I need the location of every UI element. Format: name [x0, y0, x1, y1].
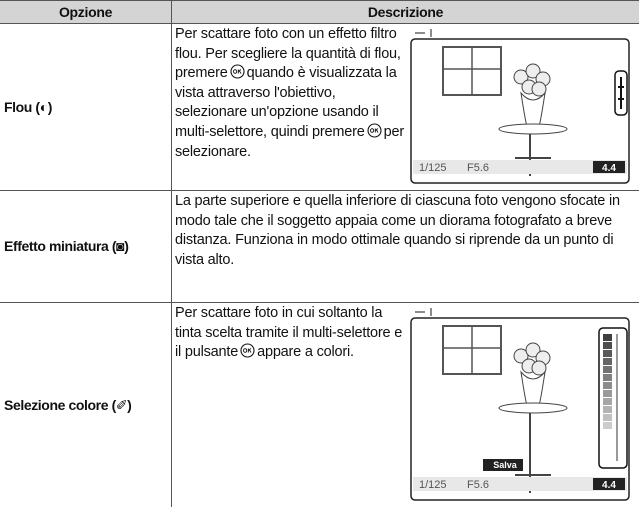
header-option: Opzione [0, 0, 171, 23]
shutter: 1/125 [419, 479, 447, 491]
hue-step [603, 390, 612, 397]
description-text: per selezionare. [175, 123, 404, 160]
description: La parte superiore e quella inferiore di… [175, 192, 633, 270]
status-bar [413, 160, 627, 174]
window-panes [443, 326, 501, 374]
table-top [498, 123, 568, 135]
flower [513, 69, 529, 85]
flower [513, 348, 529, 364]
ok-icon [230, 64, 245, 79]
screen-illustration: 1/125 F5.6 4.4 Salva [410, 308, 630, 501]
header-description: Descrizione [172, 0, 639, 23]
description-text: Per scattare foto con un effetto filtro … [175, 26, 401, 82]
remaining: 4.4 [602, 480, 616, 491]
row-border [0, 190, 639, 191]
hue-step [603, 350, 612, 357]
aperture: F5.6 [467, 479, 489, 491]
remaining-box [593, 161, 625, 173]
ok-ring [240, 343, 255, 358]
row-border [0, 0, 639, 1]
option-label: Flou (◐) [4, 98, 53, 115]
button-box [483, 459, 523, 471]
hue-step [603, 398, 612, 405]
hue-step [603, 414, 612, 421]
screen-frame [410, 38, 630, 184]
ok-icon [367, 123, 382, 138]
level-marks [618, 77, 624, 109]
aperture: F5.6 [467, 162, 489, 174]
ok-ring [230, 64, 245, 79]
top-icons [415, 308, 432, 316]
window-panes [443, 47, 501, 95]
shutter: 1/125 [419, 162, 447, 174]
vase [520, 91, 546, 128]
hue-step [603, 334, 612, 341]
ok-icon [240, 343, 255, 358]
description-text: La parte superiore e quella inferiore di… [175, 193, 620, 268]
flower [531, 360, 547, 376]
screen-illustration: 1/125 F5.6 4.4 [410, 29, 630, 184]
hue-step [603, 342, 612, 349]
hue-step [603, 374, 612, 381]
hue-step [603, 382, 612, 389]
description: Per scattare foto con un effetto filtro … [175, 25, 411, 162]
description-text: quando è visualizzata la vista attravers… [175, 65, 397, 140]
ok-ring [367, 123, 382, 138]
row-border [0, 23, 639, 24]
hue-step [603, 366, 612, 373]
table-top [498, 402, 568, 414]
hue-step [603, 422, 612, 429]
ok-glyph [369, 128, 379, 133]
option-label: Selezione colore (✐) [4, 396, 132, 413]
description-text: Per scattare foto in cui soltanto la tin… [175, 305, 403, 361]
option-label: Effetto miniatura (◙) [4, 238, 129, 254]
ok-glyph [243, 348, 252, 353]
flower [525, 63, 541, 79]
ok-glyph [232, 69, 241, 74]
button-label: Salva [493, 460, 518, 470]
remaining: 4.4 [602, 163, 616, 174]
hue-step [603, 406, 612, 413]
hue-step [603, 358, 612, 365]
top-icons [415, 29, 432, 37]
remaining-box [593, 478, 625, 490]
description: Per scattare foto in cui soltanto la tin… [175, 304, 411, 363]
column-divider [171, 0, 172, 507]
description-text: appare a colori. [257, 344, 354, 361]
vase [520, 370, 546, 407]
status-bar [413, 477, 627, 491]
row-border [0, 302, 639, 303]
flower [531, 81, 547, 97]
flower [525, 342, 541, 358]
